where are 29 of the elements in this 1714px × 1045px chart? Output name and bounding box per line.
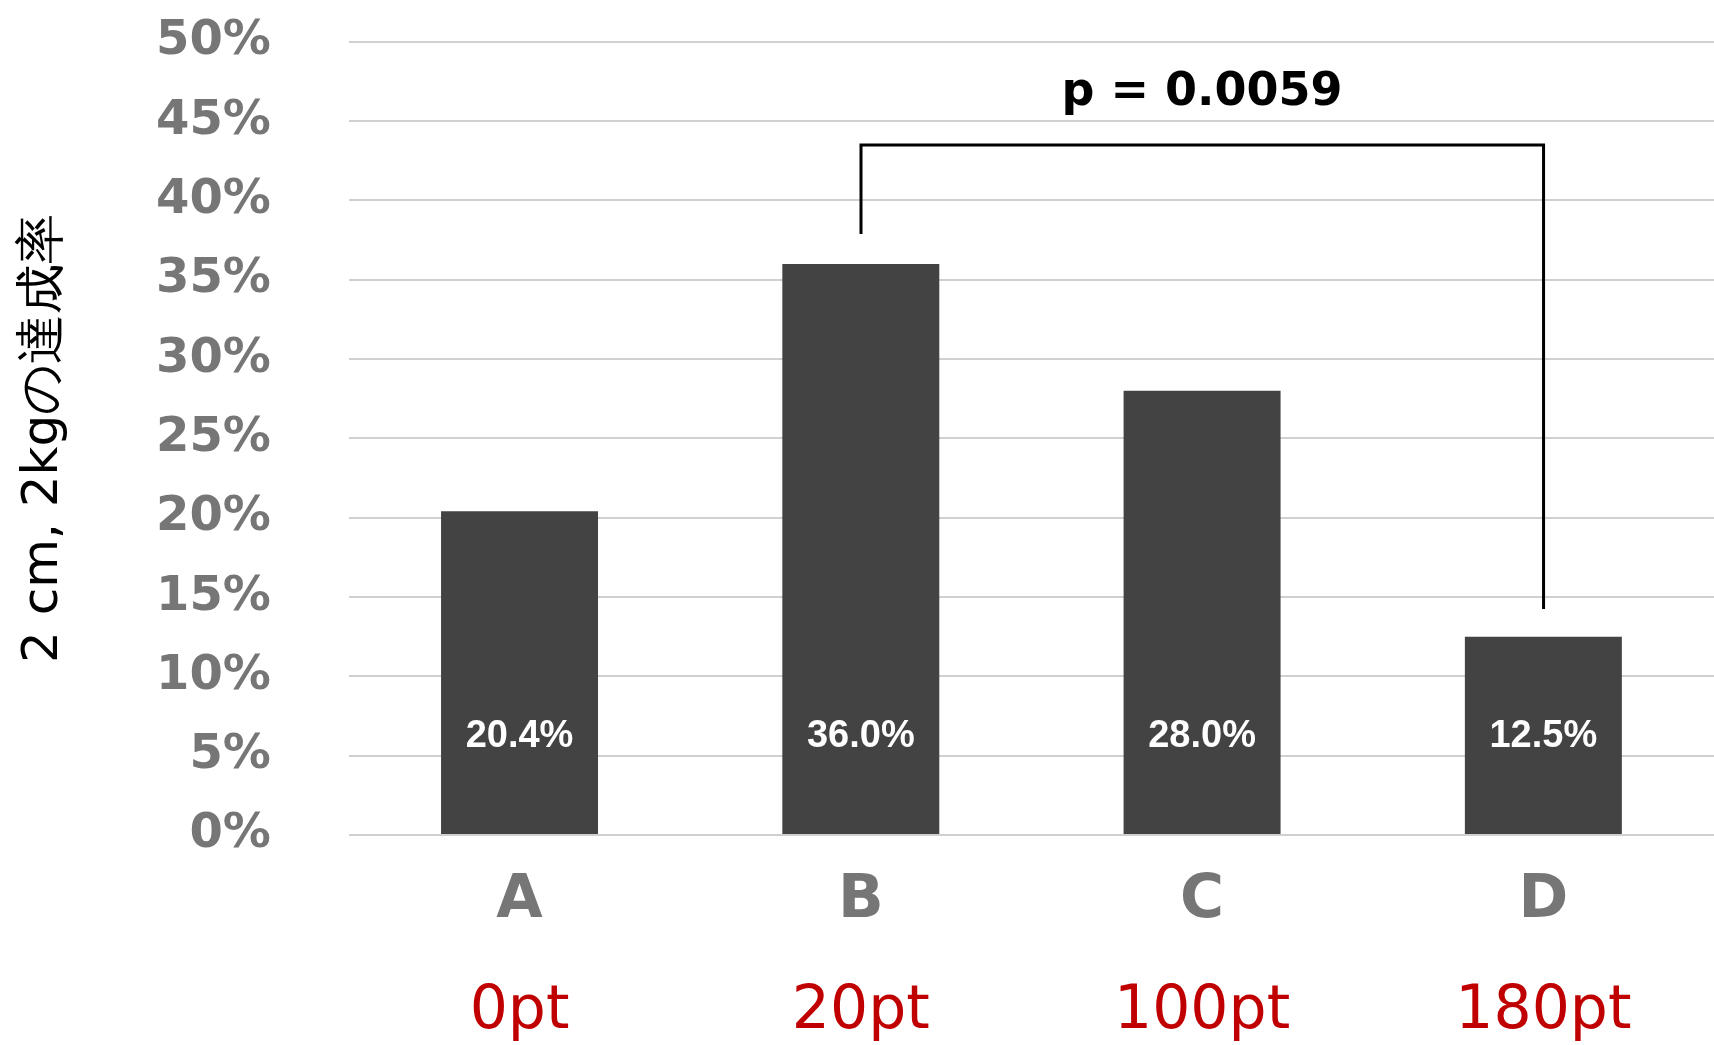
y-tick-label: 40% — [156, 167, 271, 224]
x-tick-label: A — [496, 860, 544, 931]
y-tick-label: 45% — [156, 88, 271, 145]
x-tick-label: D — [1518, 860, 1569, 931]
x-tick-label: C — [1180, 860, 1225, 931]
text: 100pt — [1114, 971, 1291, 1042]
x-tick-label: B — [837, 860, 884, 931]
y-tick-label: 5% — [189, 723, 271, 780]
y-tick-label: 15% — [156, 564, 271, 621]
y-tick-label: 0% — [189, 802, 271, 859]
annotation: p = 0.0059 — [1061, 61, 1343, 116]
text: 0pt — [469, 971, 570, 1042]
y-tick-label: 10% — [156, 643, 271, 700]
data-label: 12.5% — [1489, 713, 1598, 756]
text: 180pt — [1455, 971, 1632, 1042]
y-tick-label: 50% — [156, 9, 271, 66]
y-tick-label: 25% — [156, 405, 271, 462]
bar — [1464, 636, 1622, 834]
y-tick-label: 20% — [156, 485, 271, 542]
text: 20pt — [791, 971, 930, 1042]
bar — [782, 263, 940, 834]
data-label: 20.4% — [465, 713, 574, 756]
bar — [1123, 390, 1281, 834]
y-axis-title: 2 cm, 2kgの達成率 — [10, 213, 69, 663]
data-label: 36.0% — [806, 713, 915, 756]
y-tick-label: 30% — [156, 326, 271, 383]
data-label: 28.0% — [1148, 713, 1256, 756]
bar — [441, 511, 599, 834]
y-tick-label: 35% — [156, 247, 271, 304]
